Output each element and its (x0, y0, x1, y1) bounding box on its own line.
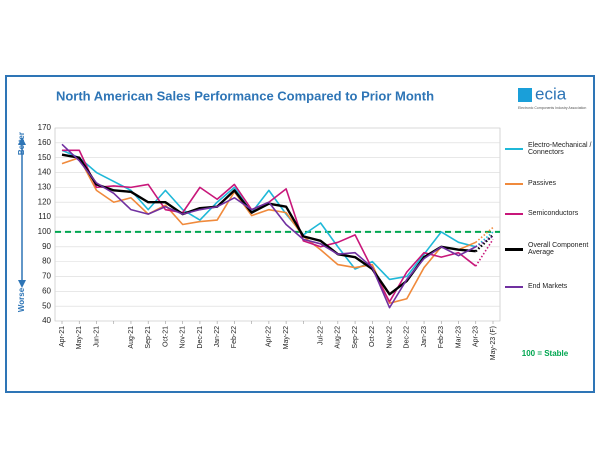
x-tick-label: Aug-21 (128, 326, 135, 349)
y-tick-label: 140 (38, 168, 52, 177)
x-tick-label: Sep-21 (145, 326, 152, 349)
frame (5, 75, 595, 393)
y-tick-label: 70 (42, 272, 51, 281)
x-tick-label: Aug-22 (335, 326, 342, 349)
y-tick-label: 50 (42, 301, 51, 310)
forecast-segment (475, 235, 494, 248)
legend-swatch (505, 148, 523, 150)
y-tick-label: 110 (38, 212, 51, 221)
legend-swatch (505, 182, 523, 185)
series-line (61, 153, 476, 296)
y-tick-label: 40 (42, 316, 51, 325)
series-line (62, 149, 477, 303)
plot-area (54, 127, 501, 322)
x-tick-label: Feb-23 (438, 326, 445, 348)
legend-entry: End Markets (505, 283, 597, 290)
x-tick-label: May-21 (76, 326, 83, 349)
series-line (61, 156, 477, 304)
x-tick-label: Sep-22 (352, 326, 359, 349)
y-tick-label: 90 (42, 242, 51, 251)
forecast-segment (475, 226, 494, 243)
logo-text: ecia (535, 84, 567, 103)
x-tick-label: Feb-22 (231, 326, 238, 348)
series-line (61, 143, 477, 309)
x-tick-label: Dec-21 (197, 326, 204, 349)
legend-entry: Electro-Mechanical / Connectors (505, 142, 597, 156)
y-tick-label: 100 (38, 227, 52, 236)
y-tick-label: 130 (38, 182, 52, 191)
legend-label: Passives (528, 180, 557, 187)
x-tick-label: Apr-23 (473, 326, 480, 347)
x-tick-label: Jun-21 (93, 326, 100, 348)
y-tick-label: 150 (38, 153, 52, 162)
chart-title: North American Sales Performance Compare… (56, 88, 434, 103)
x-tick-label: Jan-22 (214, 326, 221, 348)
x-tick-label: Apr-22 (266, 326, 273, 347)
forecast-segment (474, 234, 494, 253)
x-tick-label: Oct-21 (162, 326, 169, 347)
y-tick-label: 160 (38, 138, 52, 147)
x-tick-label: Nov-21 (180, 326, 187, 349)
reference-label: 100 = Stable (522, 349, 569, 358)
legend-entry: Semiconductors (505, 210, 597, 217)
logo-subtitle: Electronic Components Industry Associati… (518, 106, 586, 110)
x-tick-label: May-22 (283, 326, 290, 349)
x-tick-label: Apr-21 (59, 326, 66, 347)
x-tick-label: May-23 (F) (490, 326, 497, 360)
x-tick-label: Jul-22 (317, 326, 324, 345)
y-tick-label: 60 (42, 286, 51, 295)
x-tick-label: Nov-22 (386, 326, 393, 349)
legend-entry: Overall Component Average (505, 242, 597, 256)
logo-icon (518, 88, 532, 102)
x-tick-label: Mar-23 (455, 326, 462, 348)
legend-label: Electro-Mechanical / Connectors (528, 142, 592, 156)
legend-label: End Markets (528, 283, 568, 290)
x-tick-label: Oct-22 (369, 326, 376, 347)
legend-swatch (505, 212, 523, 215)
x-tick-label: Dec-22 (404, 326, 411, 349)
series-line (61, 149, 476, 281)
legend-label: Semiconductors (528, 210, 579, 217)
y-tick-label: 170 (38, 123, 52, 132)
legend-swatch (505, 285, 523, 288)
y-tick-label: 120 (38, 197, 52, 206)
x-tick-label: Jan-23 (421, 326, 428, 348)
worse-label: Worse (17, 287, 26, 312)
y-tick-label: 80 (42, 257, 51, 266)
legend-swatch (505, 247, 523, 251)
legend-entry: Passives (505, 180, 597, 187)
legend-label: Overall Component Average (528, 242, 589, 256)
